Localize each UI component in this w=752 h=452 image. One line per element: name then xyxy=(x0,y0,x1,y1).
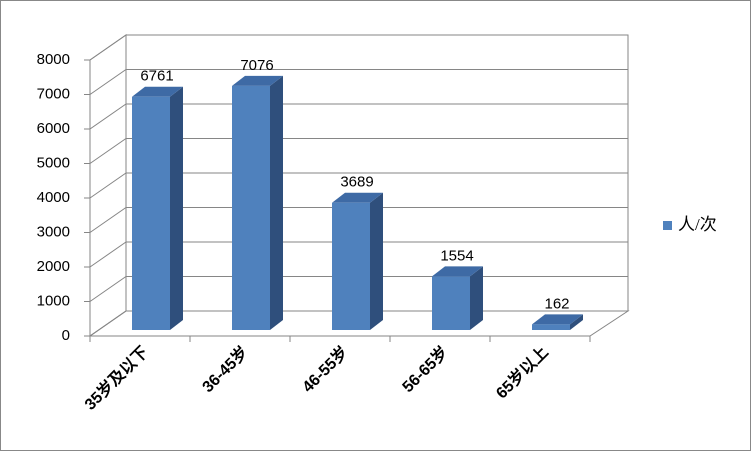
grid-line xyxy=(89,138,628,164)
grid-line xyxy=(89,103,628,130)
bar-face xyxy=(232,85,270,331)
bar-face xyxy=(332,192,383,203)
grid-line xyxy=(89,69,628,95)
bar-face xyxy=(570,314,583,330)
data-label: 1554 xyxy=(440,247,473,264)
grid-line xyxy=(89,34,628,61)
bar-face xyxy=(432,276,470,330)
bar-face xyxy=(232,75,283,86)
bar-face xyxy=(432,266,483,277)
y-tick-label: 4000 xyxy=(37,189,70,206)
grid-line xyxy=(89,207,628,233)
grid-line xyxy=(89,172,628,199)
bar-face xyxy=(170,86,183,330)
y-tick-label: 8000 xyxy=(37,51,70,68)
bar xyxy=(332,192,383,330)
y-tick-label: 3000 xyxy=(37,223,70,240)
bar-face xyxy=(270,75,283,331)
data-label: 6761 xyxy=(140,68,173,85)
bar-face xyxy=(332,202,370,330)
bar xyxy=(232,75,283,331)
bar xyxy=(132,86,183,330)
legend-label: 人/次 xyxy=(678,215,717,234)
data-label: 162 xyxy=(544,295,569,312)
bar-face xyxy=(132,86,183,97)
bar xyxy=(532,314,583,330)
bar-face xyxy=(470,266,483,330)
bar-face xyxy=(532,324,570,330)
grid-line xyxy=(89,241,628,268)
y-tick-label: 1000 xyxy=(37,292,70,309)
y-tick-label: 0 xyxy=(62,327,70,344)
y-tick-label: 6000 xyxy=(37,120,70,137)
bar xyxy=(432,266,483,330)
data-label: 3689 xyxy=(340,174,373,191)
bar-face xyxy=(370,192,383,330)
y-tick-label: 2000 xyxy=(37,258,70,275)
bar-face xyxy=(532,314,583,325)
bar-face xyxy=(132,96,170,330)
y-tick-label: 5000 xyxy=(37,154,70,171)
data-label: 7076 xyxy=(240,57,273,74)
legend-swatch xyxy=(663,221,672,230)
y-tick-label: 7000 xyxy=(37,85,70,102)
